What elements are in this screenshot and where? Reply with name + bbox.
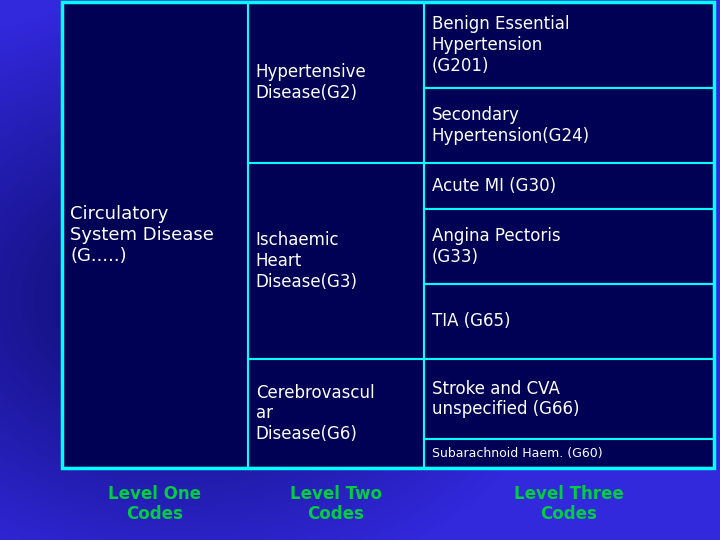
Bar <box>248 359 424 468</box>
Bar <box>424 89 714 163</box>
Bar <box>62 2 248 468</box>
Bar <box>62 2 714 468</box>
Text: Subarachnoid Haem. (G60): Subarachnoid Haem. (G60) <box>432 447 603 460</box>
Text: Cerebrovascul
ar
Disease(G6): Cerebrovascul ar Disease(G6) <box>256 383 374 443</box>
Text: Hypertensive
Disease(G2): Hypertensive Disease(G2) <box>256 63 366 102</box>
Bar <box>424 209 714 284</box>
Bar <box>424 284 714 359</box>
Bar <box>248 2 424 163</box>
Bar <box>424 439 714 468</box>
Bar <box>424 359 714 439</box>
Text: TIA (G65): TIA (G65) <box>432 312 510 330</box>
Text: Level One
Codes: Level One Codes <box>109 484 202 523</box>
Text: Acute MI (G30): Acute MI (G30) <box>432 177 556 195</box>
Text: Angina Pectoris
(G33): Angina Pectoris (G33) <box>432 227 560 266</box>
Bar <box>248 163 424 359</box>
Text: Level Two
Codes: Level Two Codes <box>290 484 382 523</box>
Text: Benign Essential
Hypertension
(G201): Benign Essential Hypertension (G201) <box>432 15 570 75</box>
Bar <box>424 163 714 209</box>
Bar <box>424 2 714 89</box>
Text: Secondary
Hypertension(G24): Secondary Hypertension(G24) <box>432 106 590 145</box>
Text: Ischaemic
Heart
Disease(G3): Ischaemic Heart Disease(G3) <box>256 231 358 291</box>
Text: Circulatory
System Disease
(G.....): Circulatory System Disease (G.....) <box>70 205 214 265</box>
Text: Stroke and CVA
unspecified (G66): Stroke and CVA unspecified (G66) <box>432 380 580 419</box>
Text: Level Three
Codes: Level Three Codes <box>514 484 624 523</box>
